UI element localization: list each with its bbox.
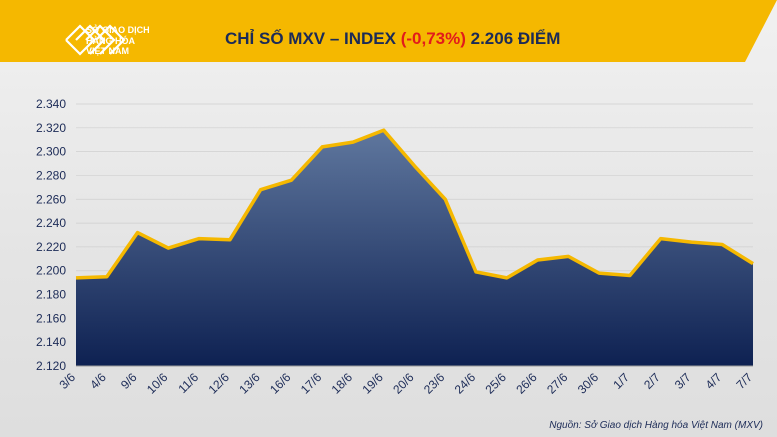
- x-tick-label: 2/7: [641, 370, 663, 392]
- x-tick-label: 12/6: [206, 370, 233, 397]
- x-tick-label: 7/7: [733, 370, 755, 392]
- title-prefix: CHỈ SỐ MXV – INDEX: [225, 29, 401, 48]
- x-tick-label: 16/6: [267, 370, 294, 397]
- y-tick-label: 2.320: [36, 121, 66, 135]
- x-tick-label: 9/6: [118, 370, 140, 392]
- x-tick-label: 1/7: [610, 370, 632, 392]
- series-line: [75, 128, 754, 280]
- logo-text: SỞ GIAO DỊCH HÀNG HÓA VIỆT NAM: [86, 25, 166, 57]
- area-fill: [76, 130, 753, 366]
- title-change: (-0,73%): [400, 29, 466, 48]
- y-tick-label: 2.240: [36, 216, 66, 230]
- x-tick-label: 18/6: [329, 370, 356, 397]
- mxv-logo: [65, 24, 126, 56]
- x-tick-label: 10/6: [144, 370, 171, 397]
- y-tick-label: 2.140: [36, 335, 66, 349]
- y-tick-label: 2.340: [36, 97, 66, 111]
- y-tick-label: 2.180: [36, 288, 66, 302]
- logo-line: SỞ GIAO DỊCH: [86, 25, 150, 35]
- y-tick-label: 2.120: [36, 359, 66, 373]
- logo-line: HÀNG HÓA: [86, 35, 135, 46]
- logo-line: VIỆT NAM: [86, 46, 130, 56]
- x-tick-label: 25/6: [483, 370, 510, 397]
- y-tick-label: 2.260: [36, 192, 66, 206]
- y-tick-label: 2.280: [36, 168, 66, 182]
- x-tick-label: 13/6: [236, 370, 263, 397]
- y-tick-label: 2.160: [36, 311, 66, 325]
- x-tick-label: 30/6: [575, 370, 602, 397]
- y-tick-label: 2.220: [36, 240, 66, 254]
- source-note: Nguồn: Sở Giao dịch Hàng hóa Việt Nam (M…: [549, 420, 763, 431]
- y-tick-label: 2.300: [36, 145, 66, 159]
- title-value: 2.206 ĐIỂM: [465, 29, 561, 48]
- x-tick-label: 19/6: [359, 370, 386, 397]
- x-tick-label: 23/6: [421, 370, 448, 397]
- chart-title: CHỈ SỐ MXV – INDEX (-0,73%) 2.206 ĐIỂM: [225, 29, 560, 49]
- y-tick-label: 2.200: [36, 264, 66, 278]
- x-tick-label: 11/6: [175, 370, 201, 396]
- x-tick-label: 26/6: [513, 370, 540, 397]
- x-tick-label: 24/6: [452, 370, 479, 397]
- x-tick-label: 4/7: [703, 370, 725, 392]
- x-tick-label: 3/7: [672, 370, 694, 392]
- x-tick-label: 20/6: [390, 370, 417, 397]
- title-banner: [0, 0, 777, 62]
- x-tick-label: 3/6: [56, 370, 78, 392]
- x-tick-label: 4/6: [87, 370, 109, 392]
- banner-shape: [0, 0, 777, 62]
- x-tick-label: 27/6: [544, 370, 571, 397]
- x-tick-label: 17/6: [298, 370, 325, 397]
